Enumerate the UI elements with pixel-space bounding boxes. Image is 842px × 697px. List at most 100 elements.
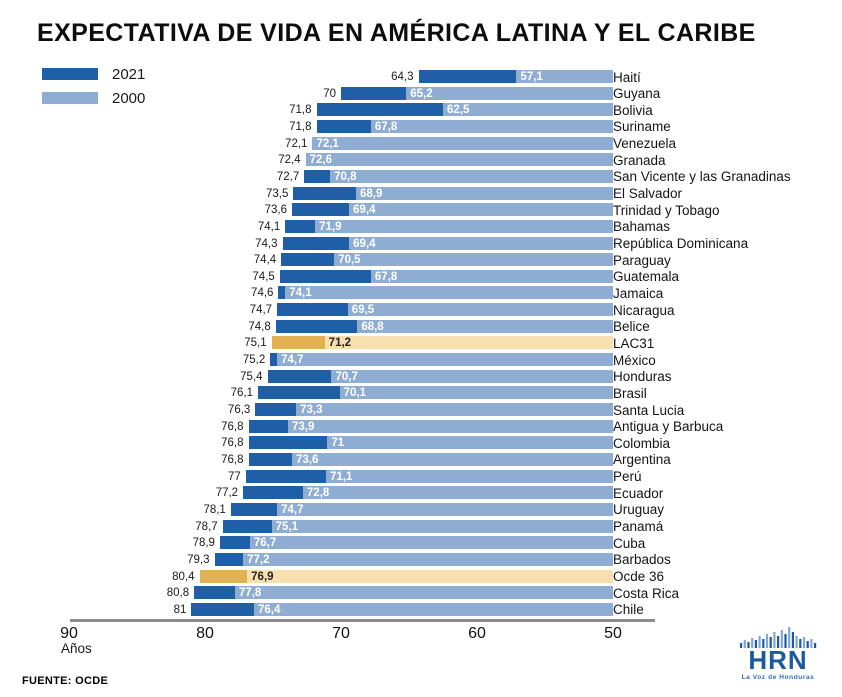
- value-label-2000: 70,8: [334, 170, 357, 183]
- bar-row: 74,3 69,4 República Dominicana: [0, 235, 842, 252]
- bar-2021: [341, 86, 407, 100]
- bar-2000: [305, 153, 613, 167]
- bar-2021: [282, 236, 350, 250]
- country-label: Costa Rica: [613, 585, 680, 601]
- bar-row: 76,8 73,6 Argentina: [0, 451, 842, 468]
- bar-2021: [222, 519, 272, 533]
- bar-2000: [277, 502, 613, 516]
- bar-2000: [327, 436, 613, 450]
- country-label: Brasil: [613, 385, 647, 401]
- bar-2000: [253, 602, 613, 616]
- value-label-2000: 69,4: [353, 237, 376, 250]
- bar-row: 78,9 76,7 Cuba: [0, 534, 842, 551]
- bar-2000: [330, 169, 613, 183]
- value-label-2000: 67,8: [374, 270, 398, 283]
- bar-2021: [278, 286, 286, 300]
- country-label: Bolivia: [613, 102, 653, 118]
- value-label-2000: 68,9: [359, 187, 383, 200]
- value-label-2000: 71: [331, 437, 345, 450]
- bar-2021: [219, 536, 250, 550]
- bar-2021: [275, 319, 358, 333]
- bar-row: 74,7 69,5 Nicaragua: [0, 301, 842, 318]
- bar-2000: [312, 136, 613, 150]
- value-label-2021: 78,9: [192, 537, 215, 550]
- x-axis-tick: 50: [604, 625, 622, 642]
- bar-2021: [418, 70, 517, 83]
- value-label-2021: 72,1: [285, 137, 308, 150]
- bar-2021: [191, 602, 254, 616]
- legend-item-2021: 2021: [42, 62, 145, 86]
- country-label: San Vicente y las Granadinas: [613, 169, 791, 185]
- bar-2021: [285, 219, 316, 233]
- value-label-2021: 74,7: [249, 304, 273, 317]
- value-label-2000: 62,5: [447, 104, 470, 117]
- value-label-2021: 64,3: [391, 71, 414, 83]
- bar-row: 79,3 77,2 Barbados: [0, 551, 842, 568]
- hrn-logo: HRN La Voz de Honduras: [733, 626, 823, 681]
- bar-2000: [349, 236, 613, 250]
- country-label: Antigua y Barbuca: [613, 419, 724, 435]
- value-label-2021: 77,2: [215, 487, 239, 500]
- value-label-2000: 71,9: [319, 220, 342, 233]
- value-label-2000: 75,1: [275, 520, 299, 533]
- x-axis-tick: 60: [468, 625, 486, 642]
- value-label-2021: 71,8: [289, 104, 312, 117]
- country-label: Suriname: [613, 119, 671, 135]
- bar-2021: [267, 369, 332, 383]
- bar-2021: [316, 119, 371, 133]
- bar-row: 75,2 74,7 México: [0, 351, 842, 368]
- value-label-2000: 70,7: [335, 370, 358, 383]
- bar-row: 70 65,2 Guyana: [0, 85, 842, 102]
- country-label: Bahamas: [613, 219, 671, 235]
- bar-row: 64,3 57,1 Haití: [0, 68, 842, 85]
- bar-2021: [270, 353, 278, 367]
- bar-2000: [349, 203, 613, 217]
- value-label-2021: 72,7: [276, 170, 300, 183]
- bar-2000: [315, 219, 613, 233]
- bar-row: 73,6 69,4 Trinidad y Tobago: [0, 201, 842, 218]
- bar-2021: [248, 452, 293, 466]
- value-label-2000: 77,2: [247, 553, 270, 566]
- country-label: Colombia: [613, 435, 671, 451]
- bar-2000: [370, 269, 613, 283]
- value-label-2021: 70: [323, 87, 336, 100]
- country-label: Nicaragua: [613, 302, 675, 318]
- bar-2000: [516, 70, 613, 83]
- bar-2021: [199, 569, 248, 583]
- bar-row: 78,7 75,1 Panamá: [0, 518, 842, 535]
- country-label: República Dominicana: [613, 236, 749, 251]
- value-label-2000: 74,7: [281, 503, 304, 516]
- country-label: Uruguay: [613, 502, 665, 518]
- bar-2000: [334, 253, 613, 267]
- x-axis-tick: 80: [196, 625, 214, 642]
- bar-2021: [293, 186, 356, 200]
- bar-2000: [443, 103, 613, 117]
- country-label: Haití: [613, 69, 641, 85]
- value-label-2000: 73,6: [296, 453, 319, 466]
- bar-2021: [243, 486, 303, 500]
- logo-tagline: La Voz de Honduras: [741, 674, 815, 681]
- bar-row: 75,4 70,7 Honduras: [0, 368, 842, 385]
- country-label: Trinidad y Tobago: [613, 202, 720, 218]
- bar-2021: [214, 552, 244, 566]
- value-label-2000: 57,1: [520, 71, 543, 83]
- value-label-2000: 73,3: [300, 404, 323, 416]
- bar-2021: [277, 303, 348, 317]
- country-label: Cuba: [613, 535, 646, 551]
- value-label-2000: 72,6: [309, 154, 333, 167]
- bar-row: 74,6 74,1 Jamaica: [0, 284, 842, 301]
- bar-row: 74,1 71,9 Bahamas: [0, 218, 842, 235]
- bar-row: 78,1 74,7 Uruguay: [0, 501, 842, 518]
- x-axis-tick: 70: [332, 625, 350, 642]
- bar-row: 76,1 70,1 Brasil: [0, 384, 842, 401]
- bar-row: 81 76,4 Chile: [0, 601, 842, 618]
- legend-swatch-2021-icon: [42, 68, 98, 80]
- bar-2021: [194, 586, 235, 600]
- legend-swatch-2000-icon: [42, 92, 98, 104]
- country-label: Barbados: [613, 552, 671, 568]
- bar-2021: [258, 386, 340, 400]
- bar-row: 76,8 73,9 Antigua y Barbuca: [0, 418, 842, 435]
- bar-2000: [347, 303, 613, 317]
- country-label: Belice: [613, 319, 650, 335]
- value-label-2021: 77: [228, 470, 241, 483]
